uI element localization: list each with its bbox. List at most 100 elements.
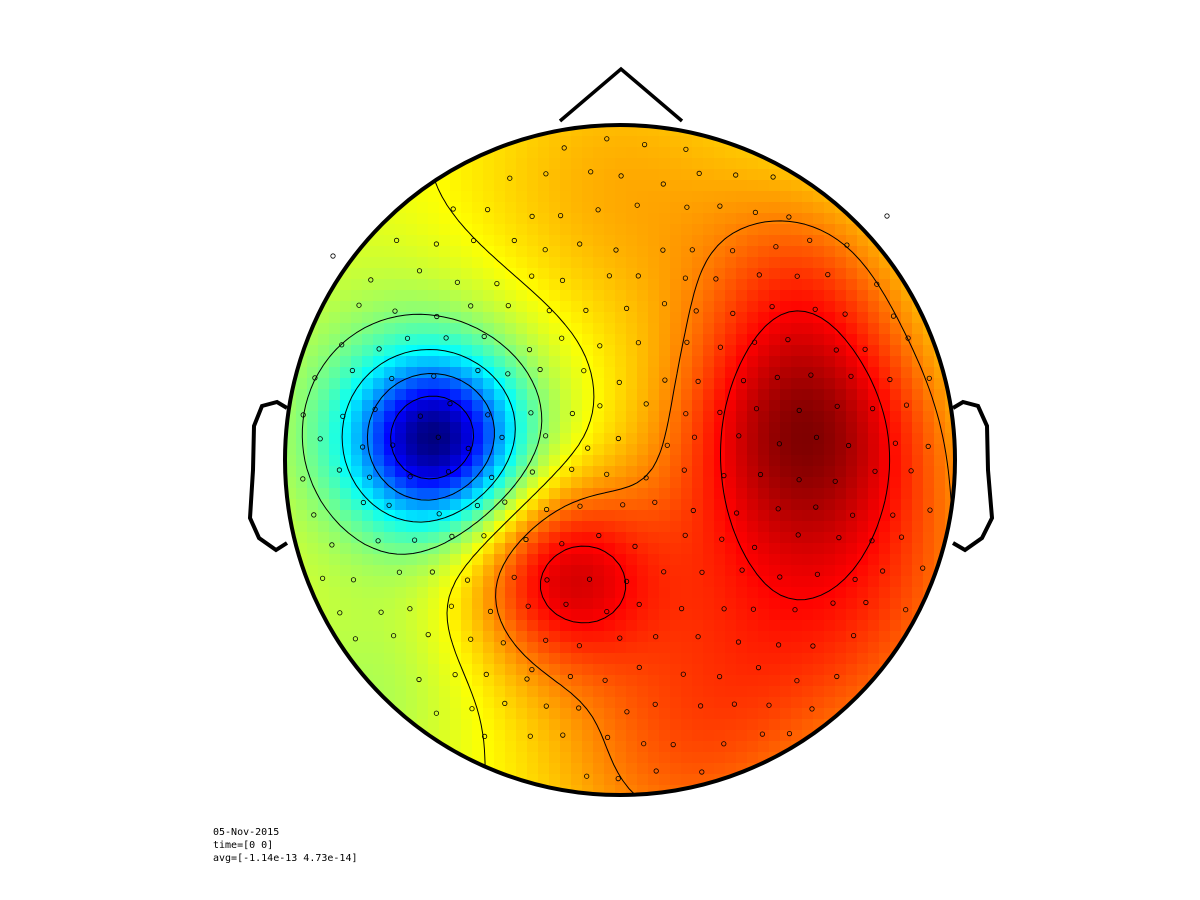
heatmap-cell xyxy=(593,257,605,269)
heatmap-cell xyxy=(648,730,660,742)
sensor-marker xyxy=(569,410,576,417)
heatmap-cell xyxy=(912,125,924,137)
heatmap-cell xyxy=(626,554,638,566)
heatmap-cell xyxy=(417,158,429,170)
heatmap-cell xyxy=(285,356,286,368)
heatmap-cell xyxy=(725,477,737,489)
heatmap-cell xyxy=(758,653,770,665)
heatmap-cell xyxy=(285,191,286,203)
heatmap-cell xyxy=(318,587,330,599)
heatmap-cell xyxy=(637,290,649,302)
heatmap-cell xyxy=(670,444,682,456)
heatmap-cell xyxy=(890,719,902,731)
heatmap-cell xyxy=(582,774,594,786)
heatmap-cell xyxy=(791,136,803,148)
heatmap-cell xyxy=(604,345,616,357)
heatmap-cell xyxy=(329,686,341,698)
heatmap-cell xyxy=(879,235,891,247)
heatmap-cell xyxy=(395,741,407,753)
sensor-marker xyxy=(389,375,395,382)
heatmap-cell xyxy=(747,257,759,269)
heatmap-cell xyxy=(428,202,440,214)
heatmap-cell xyxy=(670,510,682,522)
heatmap-cell xyxy=(637,334,649,346)
heatmap-cell xyxy=(868,499,880,511)
heatmap-cell xyxy=(692,653,704,665)
heatmap-cell xyxy=(318,345,330,357)
heatmap-cell xyxy=(835,158,847,170)
heatmap-cell xyxy=(703,235,715,247)
heatmap-cell xyxy=(373,598,385,610)
heatmap-cell xyxy=(780,642,792,654)
heatmap-cell xyxy=(879,312,891,324)
heatmap-cell xyxy=(362,785,374,795)
heatmap-cell xyxy=(648,334,660,346)
sensor-marker xyxy=(464,577,471,583)
heatmap-cell xyxy=(384,752,396,764)
heatmap-cell xyxy=(637,257,649,269)
heatmap-cell xyxy=(934,312,946,324)
heatmap-cell xyxy=(494,279,506,291)
heatmap-cell xyxy=(549,433,561,445)
heatmap-cell xyxy=(516,598,528,610)
heatmap-cell xyxy=(813,697,825,709)
heatmap-cell xyxy=(802,158,814,170)
heatmap-cell xyxy=(824,367,836,379)
heatmap-cell xyxy=(725,367,737,379)
heatmap-cell xyxy=(802,455,814,467)
heatmap-cell xyxy=(296,301,308,313)
heatmap-cell xyxy=(659,147,671,159)
heatmap-cell xyxy=(857,356,869,368)
heatmap-cell xyxy=(648,708,660,720)
heatmap-cell xyxy=(417,455,429,467)
heatmap-cell xyxy=(428,752,440,764)
heatmap-cell xyxy=(824,356,836,368)
heatmap-cell xyxy=(747,411,759,423)
heatmap-cell xyxy=(648,125,660,137)
heatmap-cell xyxy=(714,257,726,269)
heatmap-cell xyxy=(846,686,858,698)
heatmap-cell xyxy=(780,224,792,236)
sensor-marker xyxy=(542,433,549,439)
heatmap-cell xyxy=(846,290,858,302)
sensor-marker xyxy=(339,342,345,348)
heatmap-cell xyxy=(318,510,330,522)
heatmap-cell xyxy=(791,180,803,192)
heatmap-cell xyxy=(307,257,319,269)
heatmap-cell xyxy=(879,653,891,665)
heatmap-cell xyxy=(296,631,308,643)
heatmap-cell xyxy=(604,785,616,795)
heatmap-cell xyxy=(912,598,924,610)
sensor-marker xyxy=(330,253,336,259)
heatmap-cell xyxy=(879,675,891,687)
heatmap-cell xyxy=(505,378,517,390)
heatmap-cell xyxy=(923,620,935,632)
heatmap-cell xyxy=(538,290,550,302)
heatmap-cell xyxy=(384,532,396,544)
heatmap-cell xyxy=(461,554,473,566)
heatmap-cell xyxy=(439,279,451,291)
heatmap-cell xyxy=(945,730,955,742)
heatmap-cell xyxy=(318,235,330,247)
heatmap-cell xyxy=(692,466,704,478)
heatmap-cell xyxy=(351,202,363,214)
heatmap-cell xyxy=(901,466,913,478)
heatmap-cell xyxy=(780,664,792,676)
heatmap-cell xyxy=(582,642,594,654)
sensor-marker xyxy=(756,272,762,278)
heatmap-cell xyxy=(857,719,869,731)
heatmap-cell xyxy=(593,499,605,511)
heatmap-cell xyxy=(670,774,682,786)
heatmap-cell xyxy=(450,422,462,434)
heatmap-cell xyxy=(329,422,341,434)
heatmap-cell xyxy=(780,147,792,159)
heatmap-cell xyxy=(329,356,341,368)
heatmap-cell xyxy=(593,323,605,335)
heatmap-cell xyxy=(351,180,363,192)
heatmap-cell xyxy=(516,488,528,500)
heatmap-cell xyxy=(296,719,308,731)
heatmap-cell xyxy=(857,675,869,687)
heatmap-cell xyxy=(417,433,429,445)
heatmap-cell xyxy=(516,664,528,676)
heatmap-cell xyxy=(538,389,550,401)
